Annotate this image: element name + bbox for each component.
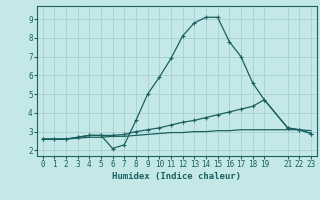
- X-axis label: Humidex (Indice chaleur): Humidex (Indice chaleur): [112, 172, 241, 181]
